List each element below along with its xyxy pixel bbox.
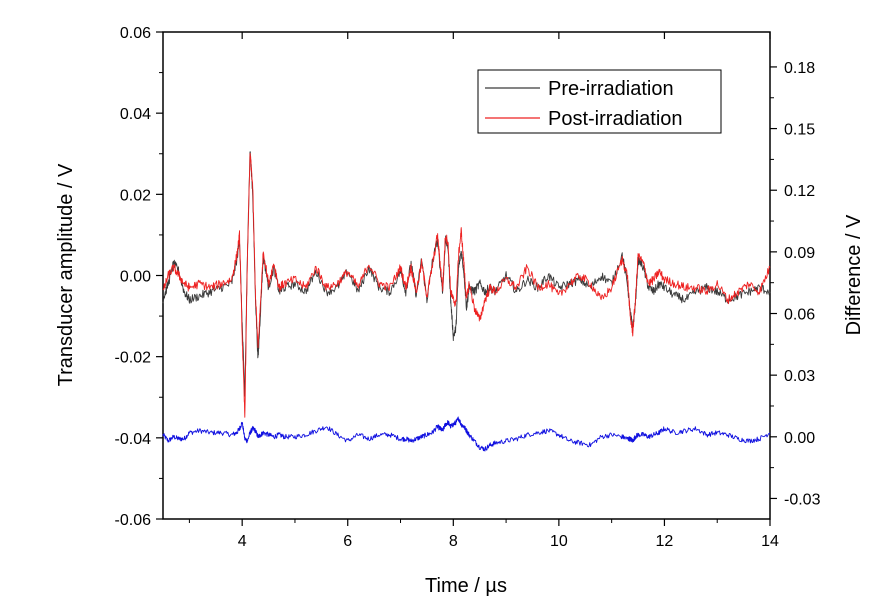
- x-tick-label: 10: [550, 533, 568, 550]
- y-left-axis-title: Transducer amplitude / V: [55, 163, 77, 386]
- y-right-tick-label: 0.00: [784, 430, 815, 447]
- y-right-tick-label: -0.03: [784, 491, 821, 508]
- legend: Pre-irradiation Post-irradiation: [477, 69, 722, 134]
- legend-label-pre-irradiation: Pre-irradiation: [548, 78, 674, 100]
- y-left-tick-label: -0.06: [115, 512, 152, 529]
- y-right-tick-label: 0.18: [784, 60, 815, 77]
- y-right-axis-title: Difference / V: [843, 214, 865, 335]
- y-right-tick-label: 0.06: [784, 307, 815, 324]
- y-right-tick-label: 0.03: [784, 368, 815, 385]
- x-axis-title: Time / µs: [425, 575, 507, 597]
- y-left-tick-label: -0.04: [115, 431, 152, 448]
- legend-label-post-irradiation: Post-irradiation: [548, 108, 683, 130]
- y-left-tick-label: 0.02: [120, 187, 151, 204]
- x-axis-ticks: 4 6 8 10 12 14: [188, 32, 779, 550]
- y-right-tick-label: 0.12: [784, 183, 815, 200]
- y-right-tick-label: 0.15: [784, 122, 815, 139]
- x-tick-label: 12: [656, 533, 674, 550]
- x-tick-label: 8: [449, 533, 458, 550]
- y-left-tick-label: 0.06: [120, 25, 151, 42]
- y-left-tick-label: 0.00: [120, 269, 151, 286]
- plot-area: 4 6 8 10 12 14 0.06 0.04 0.02 0.00 -0.02 -0.04 -0.0…: [115, 25, 821, 550]
- x-tick-label: 14: [761, 533, 779, 550]
- series-group: [162, 151, 771, 452]
- series-line-post-irradiation: [162, 152, 771, 418]
- series-line-pre-irradiation: [162, 151, 771, 397]
- y-left-tick-label: -0.02: [115, 350, 152, 367]
- x-tick-label: 6: [343, 533, 352, 550]
- legend-box: [477, 69, 722, 134]
- y-right-tick-label: 0.09: [784, 245, 815, 262]
- y-right-axis-ticks: 0.18 0.15 0.12 0.09 0.06 0.03 0.00 -0.03: [770, 60, 821, 508]
- x-tick-label: 4: [238, 533, 247, 550]
- series-line-series-2: [162, 416, 771, 452]
- y-left-tick-label: 0.04: [120, 106, 151, 123]
- y-left-axis-ticks: 0.06 0.04 0.02 0.00 -0.02 -0.04 -0.06: [115, 25, 163, 529]
